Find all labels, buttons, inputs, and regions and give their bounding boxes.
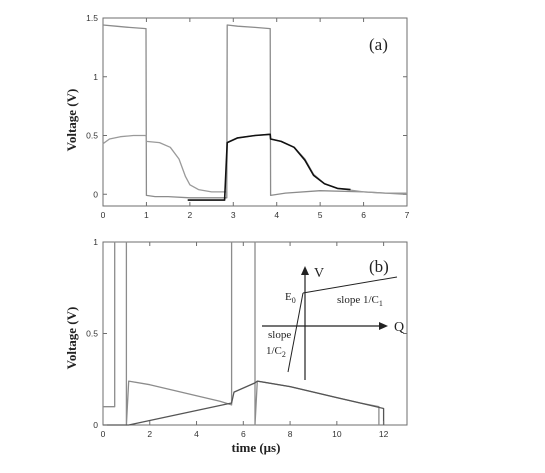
panel-b-series <box>103 241 385 426</box>
panel-a-ytick-label: 1 <box>93 72 98 82</box>
inset-label-e0: E0 <box>285 291 296 305</box>
inset-slope1-main: slope 1/C <box>337 294 379 306</box>
inset-label-q: Q <box>394 320 404 335</box>
inset-slope2-label-line2: 1/C2 <box>266 345 286 359</box>
panel-a: 0 1 2 3 4 5 6 7 0 0.5 1 1.5 (a) Voltage (V) <box>64 13 410 220</box>
panel-b-xtick-label: 2 <box>147 429 152 439</box>
panel-a-xtick-label: 1 <box>144 210 149 220</box>
panel-a-ytick-label: 1.5 <box>86 13 98 23</box>
panel-b-xtick-label: 6 <box>241 429 246 439</box>
inset-q-arrowhead <box>379 322 388 330</box>
panel-b-label: (b) <box>369 257 389 276</box>
panel-a-xtick-label: 2 <box>187 210 192 220</box>
panel-a-ytick-label: 0 <box>93 189 98 199</box>
inset-slope1-line <box>302 276 398 294</box>
inset-slope2-line <box>287 292 304 373</box>
panel-a-series-line <box>102 24 408 199</box>
inset-slope2-main: 1/C <box>266 345 282 357</box>
inset-label-v: V <box>314 266 324 281</box>
panel-a-frame <box>102 17 408 207</box>
panel-b-ytick-label: 0.5 <box>86 329 98 339</box>
inset-e0-sub: 0 <box>292 296 296 305</box>
panel-b-xtick-label: 10 <box>332 429 342 439</box>
panel-b-xlabel: time (μs) <box>232 440 281 455</box>
panel-a-xtick-label: 7 <box>405 210 410 220</box>
inset-slope2-sub: 2 <box>282 350 286 359</box>
panel-a-xtick-label: 0 <box>101 210 106 220</box>
inset-v-arrowhead <box>301 266 309 275</box>
panel-b-xtick-label: 8 <box>288 429 293 439</box>
inset-slope1-sub: 1 <box>379 299 383 308</box>
inset-vq-diagram: V Q E0 slope 1/C1 slope 1/C2 <box>262 266 404 380</box>
panel-a-xtick-label: 4 <box>274 210 279 220</box>
panel-a-series-line <box>187 133 351 201</box>
inset-slope1-label: slope 1/C1 <box>337 294 383 308</box>
panel-b-xtick-label: 4 <box>194 429 199 439</box>
inset-slope2-label-line1: slope <box>268 329 291 341</box>
panel-b-ytick-label: 0 <box>93 420 98 430</box>
panel-b-ytick-label: 1 <box>93 237 98 247</box>
panel-b-xtick-label: 0 <box>101 429 106 439</box>
panel-a-ylabel: Voltage (V) <box>64 89 79 152</box>
inset-e0-main: E <box>285 291 292 303</box>
panel-a-label: (a) <box>369 35 388 54</box>
panel-a-ytick-label: 0.5 <box>86 131 98 141</box>
panel-a-xtick-label: 6 <box>361 210 366 220</box>
panel-a-ticks: 0 1 2 3 4 5 6 7 0 0.5 1 1.5 <box>86 13 409 220</box>
panel-a-series-line <box>102 133 407 194</box>
panel-a-xtick-label: 5 <box>318 210 323 220</box>
panel-a-xtick-label: 3 <box>231 210 236 220</box>
panel-b-ylabel: Voltage (V) <box>64 307 79 370</box>
panel-b-series-line <box>103 380 385 426</box>
panel-b-xtick-label: 12 <box>379 429 389 439</box>
panel-a-series <box>102 24 408 201</box>
